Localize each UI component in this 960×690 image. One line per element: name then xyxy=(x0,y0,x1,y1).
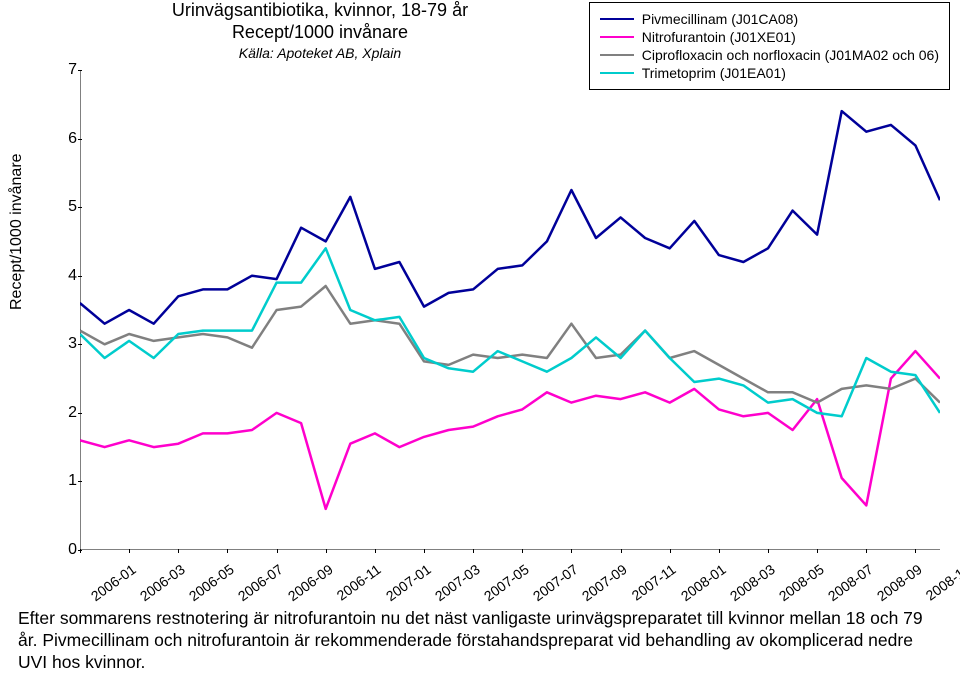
x-tick-label: 2006-01 xyxy=(88,561,139,604)
x-tick-mark xyxy=(817,549,818,553)
x-tick-label: 2007-01 xyxy=(383,561,434,604)
x-tick-mark xyxy=(227,549,228,553)
x-tick-label: 2006-11 xyxy=(333,561,383,604)
legend-label: Nitrofurantoin (J01XE01) xyxy=(642,29,796,45)
x-tick-mark xyxy=(277,549,278,553)
x-tick-label: 2008-11 xyxy=(923,561,960,604)
legend-swatch xyxy=(600,36,634,38)
y-tick-label: 7 xyxy=(55,61,77,79)
y-tick-mark xyxy=(78,481,82,482)
legend-item: Pivmecillinam (J01CA08) xyxy=(600,11,939,27)
y-tick-mark xyxy=(78,70,82,71)
x-tick-mark xyxy=(670,549,671,553)
x-tick-mark xyxy=(80,549,81,553)
y-tick-mark xyxy=(78,207,82,208)
y-tick-mark xyxy=(78,413,82,414)
x-tick-mark xyxy=(866,549,867,553)
x-tick-mark xyxy=(719,549,720,553)
series-line xyxy=(80,111,940,324)
x-tick-label: 2008-07 xyxy=(825,561,876,604)
x-tick-label: 2007-11 xyxy=(628,561,678,604)
series-line xyxy=(80,248,940,416)
legend-label: Pivmecillinam (J01CA08) xyxy=(642,11,798,27)
x-tick-label: 2008-01 xyxy=(678,561,729,604)
x-tick-label: 2006-03 xyxy=(137,561,188,604)
x-tick-mark xyxy=(473,549,474,553)
y-tick-label: 2 xyxy=(55,404,77,422)
chart-canvas: { "title": { "line1": "Urinvägsantibioti… xyxy=(0,0,960,690)
x-tick-mark xyxy=(768,549,769,553)
x-tick-mark xyxy=(424,549,425,553)
x-axis-ticks: 2006-012006-032006-052006-072006-092006-… xyxy=(80,555,940,615)
y-axis-ticks: 01234567 xyxy=(55,70,77,550)
chart-title-block: Urinvägsantibiotika, kvinnor, 18-79 år R… xyxy=(130,0,510,61)
x-tick-label: 2008-09 xyxy=(874,561,925,604)
chart-title-line1: Urinvägsantibiotika, kvinnor, 18-79 år xyxy=(130,0,510,22)
x-tick-label: 2007-05 xyxy=(481,561,532,604)
legend-swatch xyxy=(600,18,634,20)
plot-area xyxy=(80,70,940,550)
y-tick-label: 1 xyxy=(55,472,77,490)
y-tick-mark xyxy=(78,139,82,140)
legend-swatch xyxy=(600,54,634,56)
y-tick-label: 5 xyxy=(55,198,77,216)
caption-text: Efter sommarens restnotering är nitrofur… xyxy=(18,608,942,674)
x-tick-mark xyxy=(621,549,622,553)
x-tick-mark xyxy=(326,549,327,553)
series-line xyxy=(80,351,940,509)
legend-item: Nitrofurantoin (J01XE01) xyxy=(600,29,939,45)
x-tick-label: 2007-09 xyxy=(579,561,630,604)
y-tick-label: 0 xyxy=(55,541,77,559)
x-tick-label: 2008-03 xyxy=(727,561,778,604)
y-tick-label: 3 xyxy=(55,335,77,353)
legend-item: Ciprofloxacin och norfloxacin (J01MA02 o… xyxy=(600,47,939,63)
chart-title-line2: Recept/1000 invånare xyxy=(130,22,510,44)
y-tick-label: 4 xyxy=(55,267,77,285)
legend-label: Ciprofloxacin och norfloxacin (J01MA02 o… xyxy=(642,47,939,63)
x-tick-mark xyxy=(129,549,130,553)
x-tick-mark xyxy=(522,549,523,553)
x-tick-label: 2006-09 xyxy=(284,561,335,604)
x-tick-label: 2006-07 xyxy=(235,561,286,604)
x-tick-label: 2006-05 xyxy=(186,561,237,604)
x-tick-mark xyxy=(375,549,376,553)
x-tick-label: 2008-05 xyxy=(776,561,827,604)
chart-title-source: Källa: Apoteket AB, Xplain xyxy=(130,45,510,61)
x-tick-mark xyxy=(915,549,916,553)
x-tick-label: 2007-03 xyxy=(432,561,483,604)
y-tick-mark xyxy=(78,344,82,345)
x-tick-mark xyxy=(178,549,179,553)
series-line xyxy=(80,286,940,403)
y-tick-mark xyxy=(78,276,82,277)
x-tick-label: 2007-07 xyxy=(530,561,581,604)
x-tick-mark xyxy=(571,549,572,553)
y-tick-label: 6 xyxy=(55,130,77,148)
y-axis-label: Recept/1000 invånare xyxy=(8,153,26,310)
